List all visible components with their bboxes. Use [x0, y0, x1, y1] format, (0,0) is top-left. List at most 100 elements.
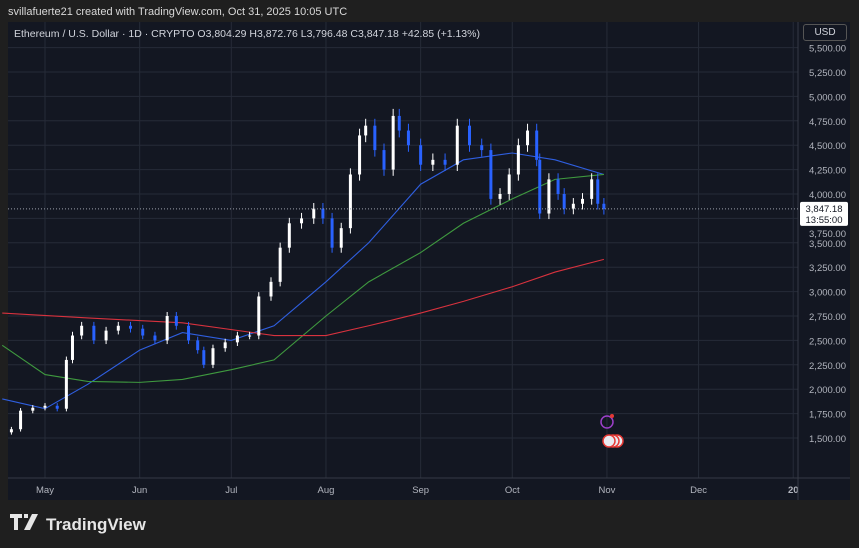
- candle-body: [223, 342, 227, 349]
- moving-average-line: [1, 173, 604, 383]
- candle-body: [153, 335, 157, 341]
- candle-body: [507, 174, 511, 194]
- price-tick-label: 4,000.00: [809, 190, 846, 201]
- candle-body: [535, 130, 539, 160]
- price-tick-label: 3,000.00: [809, 288, 846, 299]
- us-economic-event-icon[interactable]: [602, 434, 616, 448]
- candle-body: [312, 208, 316, 219]
- last-price-value: 3,847.18: [806, 204, 843, 215]
- candle-body: [80, 325, 84, 336]
- candle-body: [165, 316, 169, 341]
- candle-body: [248, 335, 252, 337]
- candle-body: [43, 405, 47, 408]
- price-tick-label: 2,500.00: [809, 336, 846, 347]
- candle-body: [590, 179, 594, 199]
- time-tick-label: Sep: [412, 485, 429, 496]
- candle-body: [382, 150, 386, 170]
- candle-body: [373, 125, 377, 151]
- candle-body: [339, 228, 343, 248]
- last-price-label: [800, 201, 848, 226]
- price-tick-label: 2,000.00: [809, 385, 846, 396]
- time-tick-label: Nov: [598, 485, 615, 496]
- tradingview-logo: TradingView: [10, 514, 146, 535]
- candle-body: [391, 115, 395, 170]
- time-tick-label: Jun: [132, 485, 147, 496]
- candle-body: [397, 115, 401, 131]
- candle-body: [538, 159, 542, 214]
- candle-body: [419, 145, 423, 165]
- time-tick-label: Aug: [318, 485, 335, 496]
- candle-body: [92, 325, 96, 341]
- candle-body: [129, 325, 133, 329]
- candle-body: [468, 125, 472, 146]
- candle-body: [70, 335, 74, 360]
- event-notification-dot: [610, 414, 614, 418]
- time-tick-label: Jul: [225, 485, 237, 496]
- moving-average-line: [2, 152, 605, 410]
- candle-body: [443, 159, 447, 165]
- candle-body: [526, 130, 530, 146]
- candle-body: [257, 296, 261, 336]
- candle-body: [596, 179, 600, 204]
- candle-body: [174, 316, 178, 326]
- candle-body: [498, 194, 502, 199]
- price-tick-label: 4,750.00: [809, 117, 846, 128]
- symbol-legend: Ethereum / U.S. Dollar · 1D · CRYPTO O3,…: [14, 28, 480, 40]
- candle-body: [104, 330, 108, 341]
- moving-average-line: [2, 258, 605, 337]
- price-tick-label: 5,500.00: [809, 44, 846, 55]
- candle-body: [278, 247, 282, 282]
- candle-body: [31, 407, 35, 411]
- candle-body: [9, 429, 13, 433]
- candle-body: [202, 350, 206, 365]
- candle-body: [455, 125, 459, 165]
- time-tick-label: Oct: [505, 485, 520, 496]
- chart-frame[interactable]: [8, 22, 850, 500]
- candle-body: [196, 340, 200, 351]
- candle-body: [516, 145, 520, 175]
- lightning-event-icon[interactable]: [600, 415, 614, 429]
- candle-body: [571, 203, 575, 209]
- candle-body: [489, 150, 493, 199]
- candle-body: [602, 203, 606, 209]
- candle-body: [358, 135, 362, 175]
- candle-body: [55, 405, 59, 409]
- time-tick-label: Dec: [690, 485, 707, 496]
- price-tick-label: 2,750.00: [809, 312, 846, 323]
- candle-body: [235, 335, 239, 343]
- price-tick-label: 3,500.00: [809, 239, 846, 250]
- price-tick-label: 5,000.00: [809, 92, 846, 103]
- candle-body: [269, 281, 273, 297]
- candle-body: [431, 159, 435, 165]
- candle-body: [187, 325, 191, 341]
- candle-body: [300, 218, 304, 224]
- time-tick-label: May: [36, 485, 54, 496]
- currency-button[interactable]: USD: [803, 24, 847, 41]
- candle-body: [64, 359, 68, 409]
- candle-body: [116, 325, 120, 331]
- tradingview-logo-icon: [10, 514, 40, 535]
- price-tick-label: 3,250.00: [809, 263, 846, 274]
- candle-body: [348, 174, 352, 229]
- chart-credit: svillafuerte21 created with TradingView.…: [8, 6, 348, 18]
- price-tick-label: 3,750.00: [809, 229, 846, 240]
- time-tick-label: 20: [788, 485, 799, 496]
- candle-body: [480, 145, 484, 151]
- candle-body: [406, 130, 410, 146]
- tradingview-logo-text: TradingView: [46, 514, 146, 534]
- price-tick-label: 2,250.00: [809, 361, 846, 372]
- candle-body: [211, 348, 215, 365]
- candle-body: [547, 179, 551, 214]
- price-tick-label: 1,750.00: [809, 410, 846, 421]
- price-tick-label: 1,500.00: [809, 434, 846, 445]
- price-tick-label: 5,250.00: [809, 68, 846, 79]
- candle-body: [562, 194, 566, 209]
- price-tick-label: 4,250.00: [809, 166, 846, 177]
- candle-body: [330, 218, 334, 248]
- price-tick-label: 4,500.00: [809, 141, 846, 152]
- candle-body: [364, 125, 368, 136]
- candle-body: [581, 198, 585, 204]
- candle-body: [321, 208, 325, 219]
- candle-body: [141, 328, 145, 336]
